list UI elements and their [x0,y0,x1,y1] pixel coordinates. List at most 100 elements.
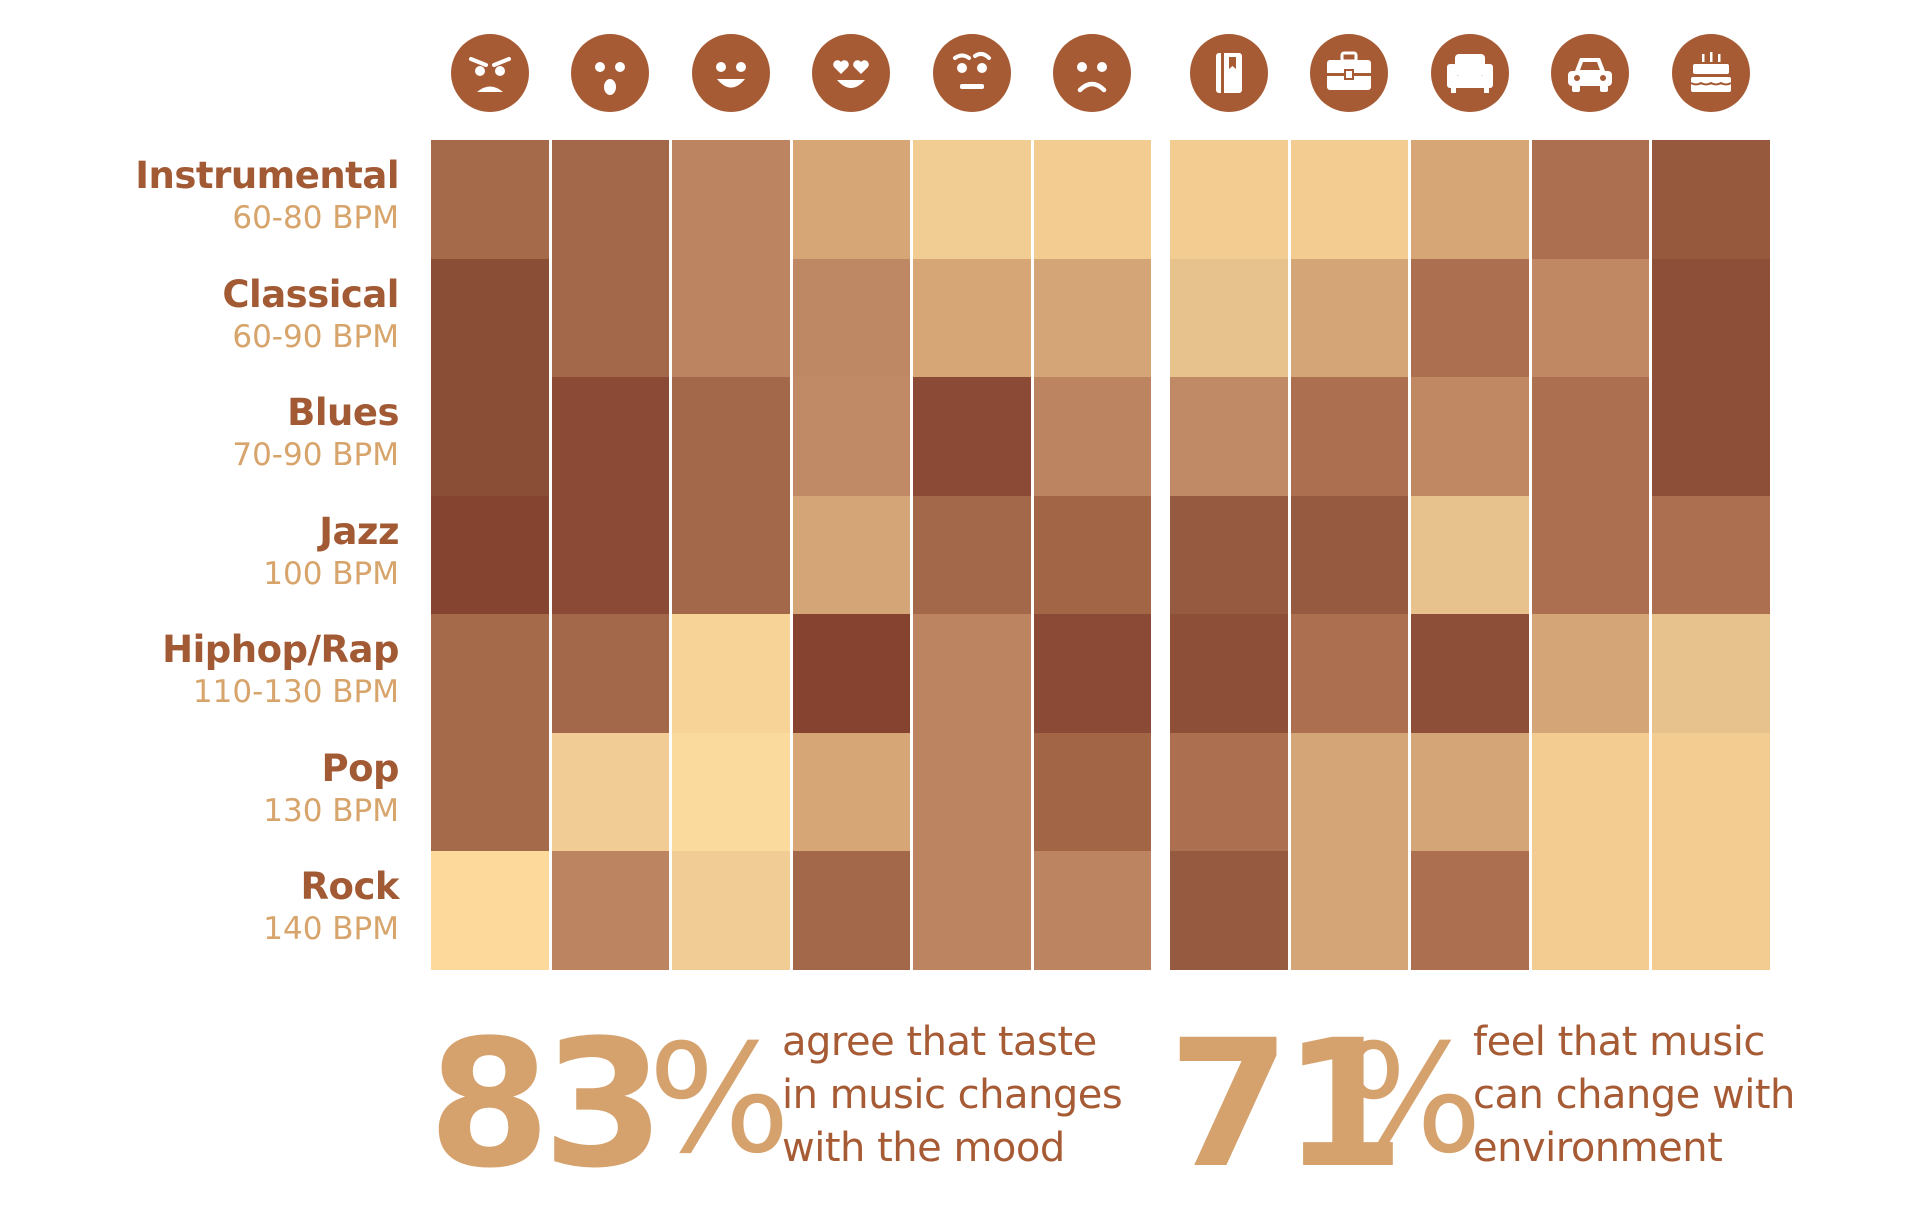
environment-cell [1170,614,1288,733]
mood-cell [431,258,549,377]
stat-mood-line: agree that taste [782,1019,1097,1065]
row-bpm: 60-80 BPM [232,200,399,236]
mood-cell [1033,258,1151,377]
row-name: Hiphop/Rap [162,628,399,671]
environment-cell [1411,495,1529,614]
mood-cell [672,732,790,851]
mood-cell [913,732,1031,851]
mood-cell [1033,732,1151,851]
stat-mood-number: 83 [428,1002,665,1207]
environment-cell [1531,140,1649,259]
row-label: Classical 60-90 BPM [39,273,399,357]
environment-cell [1290,614,1408,733]
environment-cell [1531,732,1649,851]
mood-cell [913,495,1031,614]
environment-cell [1411,614,1529,733]
heart-eyes-face-icon [812,34,891,112]
environment-cell [1170,495,1288,614]
mood-cell [551,732,669,851]
mood-cell [913,851,1031,970]
environment-cell [1411,377,1529,496]
row-bpm: 100 BPM [263,555,399,592]
mood-cell [1033,614,1151,733]
row-name: Rock [300,865,400,908]
environment-cell [1170,851,1288,970]
environment-cell [1531,851,1649,970]
mood-cell [792,140,910,259]
stat-mood-percent: % [648,1013,791,1187]
environment-cell [1652,732,1770,851]
mood-cell [792,258,910,377]
mood-cell [792,851,910,970]
mood-cell [551,258,669,377]
mood-cell [431,732,549,851]
mood-cell [431,851,549,970]
stat-mood-line: in music changes [782,1072,1123,1118]
mood-cell [792,614,910,733]
stat-environment-number: 71 [1168,1002,1405,1207]
armchair-icon [1430,34,1509,112]
skeptical-face-icon [932,34,1011,112]
mood-cell [913,140,1031,259]
row-name: Classical [222,272,399,316]
environment-cell [1170,258,1288,377]
mood-cell [1033,377,1151,496]
row-bpm: 140 BPM [263,911,399,947]
mood-cell [672,258,790,377]
row-name: Blues [287,391,399,434]
row-bpm: 110-130 BPM [192,674,399,710]
row-name: Jazz [319,509,399,553]
environment-cell [1170,377,1288,496]
mood-cell [913,377,1031,496]
environment-cell [1290,140,1408,259]
sad-face-icon [1053,34,1132,112]
row-bpm: 70-90 BPM [232,437,399,473]
environment-cell [1290,258,1408,377]
smiling-face-icon [691,34,770,112]
environment-cell [1652,377,1770,496]
row-label: Pop 130 BPM [39,747,399,831]
environment-cell [1290,851,1408,970]
mood-cell [792,495,910,614]
environment-cell [1290,495,1408,614]
car-icon [1551,34,1630,112]
environment-cell [1652,258,1770,377]
mood-cell [792,732,910,851]
birthday-cake-icon [1671,34,1750,112]
mood-cell [551,495,669,614]
environment-cell [1290,377,1408,496]
row-name: Instrumental [135,154,399,197]
environment-cell [1652,851,1770,970]
mood-cell [672,495,790,614]
row-name: Pop [321,746,399,790]
row-label: Hiphop/Rap 110-130 BPM [39,628,399,712]
mood-cell [1033,495,1151,614]
mood-cell [431,377,549,496]
briefcase-icon [1310,34,1389,112]
surprised-face-icon [571,34,650,112]
row-label: Rock 140 BPM [39,865,399,949]
book-icon [1189,34,1268,112]
mood-cell [672,377,790,496]
stat-environment-line: can change with [1473,1072,1795,1118]
mood-cell [913,258,1031,377]
environment-cell [1411,140,1529,259]
mood-cell [431,614,549,733]
mood-cell [672,140,790,259]
stat-environment-line: environment [1473,1125,1723,1171]
mood-cell [672,614,790,733]
environment-cell [1411,732,1529,851]
mood-cell [1033,140,1151,259]
stat-environment-text: feel that music can change with environm… [1473,1016,1803,1175]
row-bpm: 130 BPM [263,792,399,829]
mood-cell [551,377,669,496]
environment-cell [1652,614,1770,733]
environment-cell [1531,614,1649,733]
environment-cell [1652,495,1770,614]
mood-cell [913,614,1031,733]
environment-cell [1411,851,1529,970]
mood-cell [1033,851,1151,970]
environment-cell [1411,258,1529,377]
environment-cell [1652,140,1770,259]
